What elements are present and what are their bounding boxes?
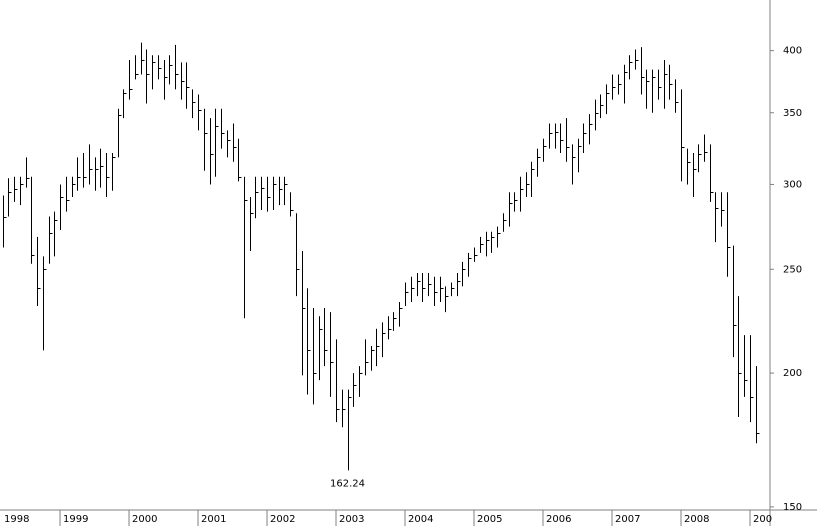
x-tick-label: 2006 <box>546 514 571 525</box>
x-tick-label: 2003 <box>339 514 364 525</box>
x-tick-label: 2007 <box>615 514 640 525</box>
x-tick-label: 2008 <box>684 514 709 525</box>
x-tick-label: 1998 <box>4 514 29 525</box>
x-tick-label: 2004 <box>408 514 433 525</box>
y-tick-label: 200 <box>783 368 802 379</box>
y-tick-label: 350 <box>783 108 802 119</box>
x-tick-label: 2005 <box>477 514 502 525</box>
y-tick-label: 400 <box>783 46 802 57</box>
x-tick-label: 2000 <box>132 514 157 525</box>
x-tick-label: 200 <box>753 514 772 525</box>
y-tick-label: 300 <box>783 179 802 190</box>
x-tick-label: 1999 <box>63 514 88 525</box>
x-tick-label: 2002 <box>270 514 295 525</box>
low-annotation: 162.24 <box>330 478 365 489</box>
x-tick-label: 2001 <box>201 514 226 525</box>
y-tick-label: 250 <box>783 264 802 275</box>
y-tick-label: 150 <box>783 502 802 513</box>
